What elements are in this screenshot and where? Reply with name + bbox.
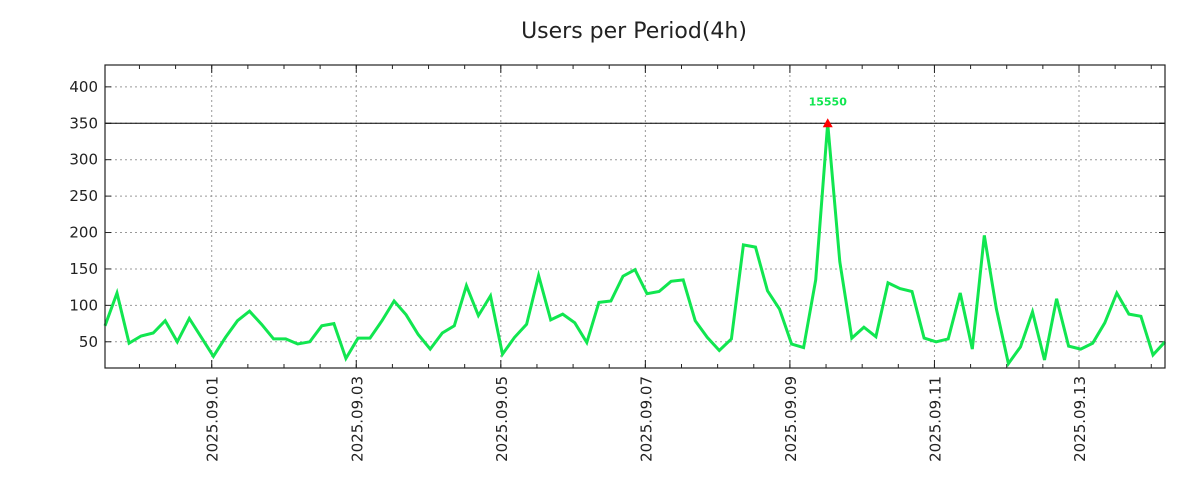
peak-label: 15550 [809,95,848,108]
y-tick-label: 100 [69,296,98,314]
y-tick-label: 250 [69,187,98,205]
y-tick-label: 50 [79,333,98,351]
x-tick-label: 2025.09.05 [493,376,511,462]
y-tick-label: 150 [69,260,98,278]
y-tick-label: 400 [69,78,98,96]
y-tick-label: 200 [69,224,98,242]
chart-title: Users per Period(4h) [521,19,747,44]
plot-frame [105,65,1165,368]
y-tick-label: 300 [69,151,98,169]
y-tick-label: 350 [69,114,98,132]
x-tick-label: 2025.09.11 [926,376,944,462]
x-tick-label: 2025.09.07 [637,376,655,462]
x-tick-label: 2025.09.03 [348,376,366,462]
x-tick-label: 2025.09.13 [1071,376,1089,462]
x-tick-label: 2025.09.09 [782,376,800,462]
x-tick-label: 2025.09.01 [204,376,222,462]
